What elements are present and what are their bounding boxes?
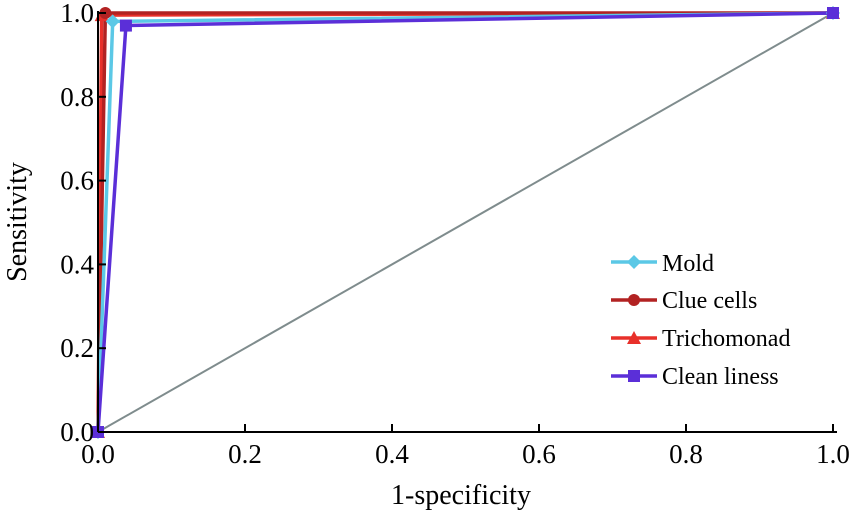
axes-layer [97, 11, 837, 433]
y-tick-label-4: 0.8 [60, 82, 94, 112]
y-tick-label-0: 0.0 [60, 417, 94, 447]
legend-swatch-trichomonad [611, 331, 657, 344]
x-tick-label-0: 0.0 [81, 439, 115, 469]
y-tick-label-3: 0.6 [60, 166, 94, 196]
x-tick-label-5: 1.0 [816, 439, 850, 469]
legend-entry-mold: Mold [611, 251, 714, 277]
marker-clean-liness-2 [827, 7, 839, 19]
x-tick-label-2: 0.4 [375, 439, 409, 469]
legend-label-clue-cells: Clue cells [662, 288, 757, 314]
legend-swatch-mold [611, 255, 657, 269]
reference-diagonal-layer [97, 12, 834, 433]
legend-swatch-clean-liness [611, 370, 657, 382]
reference-diagonal-line [97, 12, 834, 433]
x-tick-label-4: 0.8 [669, 439, 703, 469]
y-axis-title: Sensitivity [2, 162, 33, 282]
x-tick-label-1: 0.2 [228, 439, 262, 469]
x-axis-title: 1-specificity [391, 480, 531, 511]
y-tick-label-2: 0.4 [60, 249, 94, 279]
legend-label-mold: Mold [662, 251, 714, 277]
legend-marker-trichomonad [627, 331, 641, 344]
y-tick-label-1: 0.2 [60, 333, 94, 363]
legend-swatch-clue-cells [611, 294, 657, 306]
legend-entry-trichomonad: Trichomonad [611, 326, 790, 352]
ticks-layer: 0.0 0.2 0.4 0.6 0.8 1.0 0.0 0.2 0.4 0.6 0.8 1.0 [60, 0, 850, 469]
legend: Mold Clue cells Trichomonad Clean liness [611, 251, 790, 390]
legend-label-clean-liness: Clean liness [662, 364, 779, 390]
legend-entry-clean-liness: Clean liness [611, 364, 779, 390]
marker-mold-1 [105, 14, 120, 29]
legend-label-trichomonad: Trichomonad [662, 326, 790, 352]
marker-clean-liness-1 [119, 19, 132, 32]
x-tick-label-3: 0.6 [522, 439, 556, 469]
legend-marker-mold [627, 255, 641, 269]
legend-marker-clue-cells [628, 294, 640, 306]
legend-entry-clue-cells: Clue cells [611, 288, 757, 314]
legend-marker-clean-liness [628, 370, 640, 382]
y-tick-label-5: 1.0 [60, 0, 94, 28]
